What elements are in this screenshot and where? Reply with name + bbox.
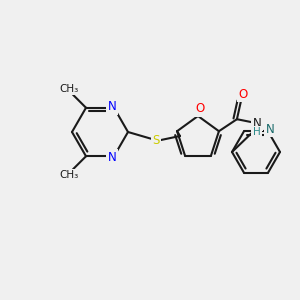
Text: H: H [253, 127, 261, 137]
Text: CH₃: CH₃ [59, 84, 79, 94]
Text: O: O [238, 88, 248, 101]
Text: N: N [108, 151, 116, 164]
Text: CH₃: CH₃ [59, 170, 79, 180]
Text: O: O [195, 103, 205, 116]
Text: N: N [108, 100, 116, 113]
Text: S: S [152, 134, 160, 146]
Text: N: N [266, 123, 274, 136]
Text: N: N [253, 117, 261, 130]
